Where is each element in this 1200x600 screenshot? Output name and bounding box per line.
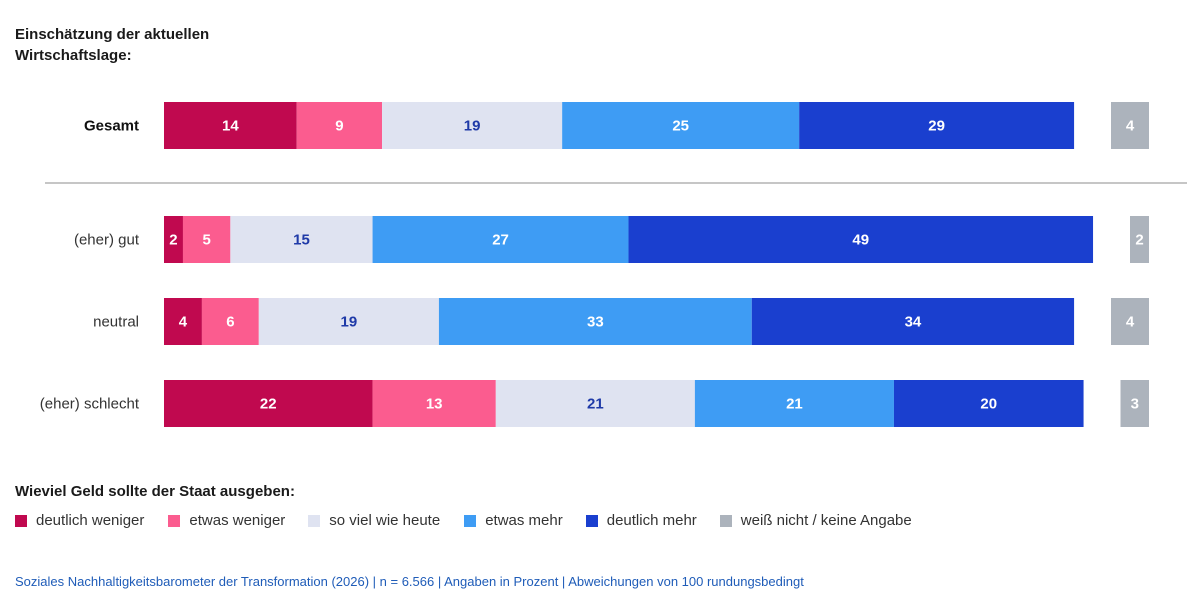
bar-segment-deutlich_mehr bbox=[799, 102, 1075, 149]
legend-swatch bbox=[308, 514, 321, 527]
legend-item-deutlich_weniger: deutlich weniger bbox=[15, 512, 144, 529]
data-label-deutlich_weniger: 2 bbox=[169, 232, 177, 249]
source-footer: Soziales Nachhaltigkeitsbarometer der Tr… bbox=[15, 574, 804, 589]
bar-segment-weiss-nicht bbox=[1111, 298, 1149, 345]
chart-title-line-2: Wirtschaftslage: bbox=[15, 47, 132, 64]
data-label-deutlich_mehr: 49 bbox=[852, 232, 869, 249]
legend-swatch bbox=[585, 514, 598, 527]
bar-segment-weiss-nicht bbox=[1120, 380, 1149, 427]
chart-title: Einschätzung der aktuellen Wirtschaftsla… bbox=[15, 24, 209, 66]
bar-segment-deutlich_mehr bbox=[893, 380, 1084, 427]
data-label-etwas_weniger: 9 bbox=[335, 118, 343, 135]
bar-segment-so_viel_wie_heute bbox=[495, 380, 695, 427]
bar-segment-deutlich_weniger bbox=[164, 298, 202, 345]
data-label-deutlich_mehr: 34 bbox=[905, 314, 922, 331]
data-label-deutlich_weniger: 22 bbox=[260, 396, 277, 413]
data-label-weiss-nicht: 2 bbox=[1135, 232, 1143, 249]
legend-label: deutlich mehr bbox=[606, 512, 697, 529]
bar-segment-etwas_weniger bbox=[201, 298, 259, 345]
legend-swatch bbox=[15, 514, 27, 527]
data-label-etwas_mehr: 27 bbox=[492, 232, 509, 249]
legend-item-weiss_nicht: weiß nicht / keine Angabe bbox=[719, 512, 912, 529]
data-label-etwas_weniger: 13 bbox=[426, 396, 443, 413]
legend-title: Wieviel Geld sollte der Staat ausgeben: bbox=[15, 483, 295, 500]
data-label-deutlich_mehr: 29 bbox=[928, 118, 945, 135]
legend-label: etwas weniger bbox=[189, 512, 286, 529]
bar-segment-deutlich_weniger bbox=[164, 380, 373, 427]
data-label-deutlich_weniger: 14 bbox=[222, 118, 239, 135]
bar-segment-etwas_mehr bbox=[372, 216, 629, 263]
data-label-so_viel_wie_heute: 19 bbox=[464, 118, 481, 135]
legend-label: so viel wie heute bbox=[329, 512, 441, 529]
bar-segment-deutlich_mehr bbox=[628, 216, 1094, 263]
data-label-weiss-nicht: 4 bbox=[1126, 314, 1135, 331]
legend-label: deutlich weniger bbox=[36, 512, 145, 529]
legend-swatch bbox=[168, 514, 181, 527]
legend-item-etwas_mehr: etwas mehr bbox=[464, 512, 563, 529]
category-label: neutral bbox=[93, 314, 139, 331]
stacked-bar-chart: Gesamt 14 9 19 25 29 4(eher) gut 2 5 15 27 49 2neutr… bbox=[40, 102, 1187, 427]
legend-item-deutlich_mehr: deutlich mehr bbox=[585, 512, 697, 529]
data-label-weiss-nicht: 4 bbox=[1126, 118, 1135, 135]
category-label: (eher) gut bbox=[74, 232, 140, 249]
data-label-etwas_mehr: 21 bbox=[786, 396, 803, 413]
category-label: (eher) schlecht bbox=[40, 396, 140, 413]
bar-segment-deutlich_weniger bbox=[164, 102, 297, 149]
legend-item-so_viel_wie_heute: so viel wie heute bbox=[308, 512, 440, 529]
data-label-etwas_weniger: 6 bbox=[226, 314, 234, 331]
bar-segment-so_viel_wie_heute bbox=[258, 298, 439, 345]
chart-title-line-1: Einschätzung der aktuellen bbox=[15, 26, 210, 43]
bar-segment-etwas_mehr bbox=[562, 102, 800, 149]
data-label-weiss-nicht: 3 bbox=[1131, 396, 1139, 413]
bar-segment-etwas_weniger bbox=[372, 380, 496, 427]
data-label-so_viel_wie_heute: 21 bbox=[587, 396, 604, 413]
bar-segment-etwas_mehr bbox=[438, 298, 752, 345]
bar-segment-weiss-nicht bbox=[1111, 102, 1149, 149]
data-label-etwas_weniger: 5 bbox=[202, 232, 210, 249]
bar-segment-weiss-nicht bbox=[1130, 216, 1149, 263]
bar-segment-etwas_mehr bbox=[694, 380, 894, 427]
legend: deutlich weniger etwas weniger so viel wie… bbox=[15, 512, 912, 529]
bar-segment-so_viel_wie_heute bbox=[230, 216, 373, 263]
data-label-deutlich_mehr: 20 bbox=[980, 396, 997, 413]
bar-segment-etwas_weniger bbox=[182, 216, 231, 263]
bar-segment-etwas_weniger bbox=[296, 102, 383, 149]
legend-swatch bbox=[464, 514, 477, 527]
category-label: Gesamt bbox=[84, 118, 139, 135]
legend-label: etwas mehr bbox=[485, 512, 563, 529]
legend-label: weiß nicht / keine Angabe bbox=[740, 512, 912, 529]
legend-swatch bbox=[719, 514, 732, 527]
bar-segment-so_viel_wie_heute bbox=[382, 102, 563, 149]
data-label-so_viel_wie_heute: 15 bbox=[293, 232, 310, 249]
data-label-so_viel_wie_heute: 19 bbox=[341, 314, 358, 331]
data-label-etwas_mehr: 25 bbox=[672, 118, 689, 135]
data-label-etwas_mehr: 33 bbox=[587, 314, 604, 331]
bar-segment-deutlich_mehr bbox=[751, 298, 1075, 345]
bar-segment-deutlich_weniger bbox=[164, 216, 183, 263]
legend-item-etwas_weniger: etwas weniger bbox=[168, 512, 285, 529]
data-label-deutlich_weniger: 4 bbox=[179, 314, 188, 331]
